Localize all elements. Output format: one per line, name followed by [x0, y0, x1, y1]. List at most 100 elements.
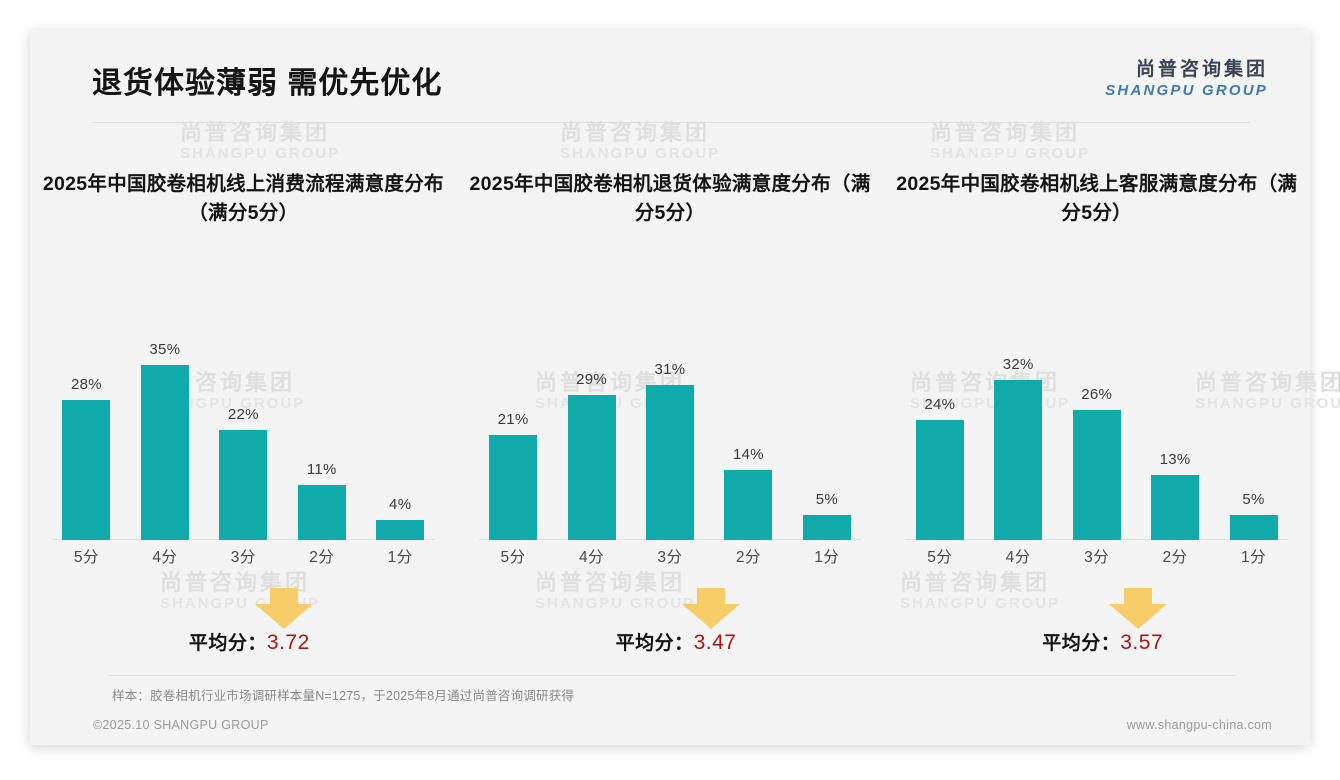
- bar-value-label: 24%: [924, 396, 956, 413]
- bar: [1229, 515, 1278, 540]
- bar-column: 11%: [287, 298, 356, 540]
- bar-value-label: 28%: [70, 376, 102, 393]
- chart-title: 2025年中国胶卷相机线上客服满意度分布（满分5分）: [896, 173, 1298, 224]
- x-tick-label: 5分: [927, 549, 953, 566]
- down-arrow-icon: [1108, 588, 1167, 630]
- down-arrow-icon: [682, 588, 740, 630]
- bar: [140, 365, 189, 540]
- bar-column: 29%: [557, 298, 626, 540]
- x-tick-label: 4分: [578, 549, 605, 566]
- bar-column: 21%: [479, 298, 548, 540]
- average-score: 平均分：3.47: [457, 628, 884, 655]
- logo-english-text: SHANGPU GROUP: [1105, 81, 1268, 99]
- bar-value-label: 5%: [1242, 491, 1265, 508]
- bar-value-label: 26%: [1081, 386, 1113, 403]
- x-axis-ticks: 5分 4分 3分 2分 1分: [479, 545, 862, 571]
- bar: [219, 430, 268, 540]
- bar-value-label: 21%: [497, 411, 529, 428]
- chart-title: 2025年中国胶卷相机退货体验满意度分布（满分5分）: [469, 173, 871, 224]
- chart-panel-3: 2025年中国胶卷相机线上客服满意度分布（满分5分） 24% 32% 26%: [883, 148, 1310, 658]
- bar-column: 28%: [52, 298, 121, 540]
- x-tick-label: 3分: [230, 549, 256, 566]
- x-tick-label: 3分: [1084, 549, 1110, 566]
- bar-value-label: 4%: [389, 496, 412, 513]
- x-tick-label: 1分: [387, 549, 413, 566]
- x-axis-ticks: 5分 4分 3分 2分 1分: [52, 545, 435, 571]
- bar: [1072, 410, 1121, 540]
- bar: [297, 485, 346, 540]
- website-url[interactable]: www.shangpu-china.com: [1126, 718, 1272, 732]
- sample-footnote: 样本：胶卷相机行业市场调研样本量N=1275，于2025年8月通过尚普咨询调研获…: [112, 689, 575, 703]
- bar: [567, 395, 616, 540]
- average-score: 平均分：3.57: [883, 628, 1310, 655]
- average-score: 平均分：3.72: [30, 628, 457, 655]
- average-score-label: 平均分：: [615, 633, 694, 654]
- x-axis-ticks: 5分 4分 3分 2分 1分: [905, 545, 1288, 571]
- bar-value-label: 35%: [149, 341, 181, 358]
- logo-chinese-text: 尚普咨询集团: [1135, 59, 1268, 80]
- arrow-shaft: [270, 588, 299, 606]
- bar: [1151, 475, 1200, 540]
- arrow-head: [255, 604, 314, 629]
- bar: [994, 380, 1043, 540]
- company-logo: 尚普咨询集团 SHANGPU GROUP: [1105, 58, 1268, 101]
- bar-column: 14%: [714, 298, 783, 540]
- footnote-divider: [108, 675, 1236, 676]
- slide-card: 尚普咨询集团 SHANGPU GROUP 尚普咨询集团 SHANGPU GROUP …: [30, 30, 1340, 745]
- bar-column: 26%: [1062, 298, 1131, 540]
- average-score-label: 平均分：: [1042, 633, 1121, 654]
- x-tick-label: 5分: [73, 549, 99, 566]
- bar-value-label: 13%: [1159, 451, 1191, 468]
- bar-series: 21% 29% 31% 14%: [479, 298, 862, 540]
- bar-value-label: 29%: [576, 371, 608, 388]
- x-tick-label: 2分: [735, 549, 761, 566]
- bar-column: 35%: [130, 298, 199, 540]
- bar-column: 22%: [209, 298, 278, 540]
- x-tick-label: 1分: [814, 549, 840, 566]
- bar-column: 13%: [1141, 298, 1210, 540]
- chart-title: 2025年中国胶卷相机线上消费流程满意度分布（满分5分）: [42, 173, 444, 224]
- average-score-value: 3.47: [693, 631, 737, 654]
- down-arrow-icon: [255, 588, 314, 630]
- x-tick-label: 2分: [1162, 549, 1188, 566]
- x-tick-label: 5分: [500, 549, 526, 566]
- bar: [915, 420, 964, 540]
- bar-value-label: 11%: [306, 461, 337, 478]
- copyright-text: ©2025.10 SHANGPU GROUP: [93, 718, 269, 732]
- average-score-value: 3.72: [266, 631, 310, 654]
- bar-series: 28% 35% 22% 11%: [52, 298, 435, 540]
- average-score-value: 3.57: [1120, 631, 1164, 654]
- bar-column: 5%: [1219, 298, 1288, 540]
- bar-value-label: 32%: [1002, 356, 1034, 373]
- bar: [376, 520, 425, 540]
- charts-row: 2025年中国胶卷相机线上消费流程满意度分布（满分5分） 28% 35% 22%: [30, 148, 1310, 658]
- bar-chart-plot: 24% 32% 26% 13%: [905, 298, 1289, 573]
- x-tick-label: 2分: [309, 549, 335, 566]
- bar: [645, 385, 694, 540]
- bar-series: 24% 32% 26% 13%: [905, 298, 1288, 540]
- bar: [802, 515, 851, 540]
- x-tick-label: 4分: [152, 549, 178, 566]
- x-tick-label: 1分: [1240, 549, 1267, 566]
- x-tick-label: 4分: [1005, 549, 1031, 566]
- slide-footer: ©2025.10 SHANGPU GROUP www.shangpu-china…: [30, 708, 1310, 746]
- arrow-head: [682, 604, 740, 629]
- arrow-head: [1108, 604, 1167, 629]
- bar-column: 32%: [984, 298, 1053, 540]
- arrow-shaft: [697, 588, 725, 606]
- bar-column: 24%: [905, 298, 974, 540]
- bar-value-label: 14%: [732, 446, 764, 463]
- bar-chart-plot: 21% 29% 31% 14%: [478, 298, 862, 573]
- bar-chart-plot: 28% 35% 22% 11%: [52, 298, 435, 573]
- chart-panel-2: 2025年中国胶卷相机退货体验满意度分布（满分5分） 21% 29% 31%: [457, 148, 884, 658]
- page-title: 退货体验薄弱 需优先优化: [92, 67, 443, 100]
- bar: [62, 400, 111, 540]
- bar-column: 31%: [636, 298, 705, 540]
- bar: [724, 470, 773, 540]
- bar-column: 5%: [792, 298, 861, 540]
- slide-header: 退货体验薄弱 需优先优化 尚普咨询集团 SHANGPU GROUP: [30, 30, 1310, 130]
- bar-value-label: 22%: [227, 406, 259, 423]
- bar: [489, 435, 538, 540]
- bar-column: 4%: [366, 298, 435, 540]
- x-tick-label: 3分: [657, 549, 683, 566]
